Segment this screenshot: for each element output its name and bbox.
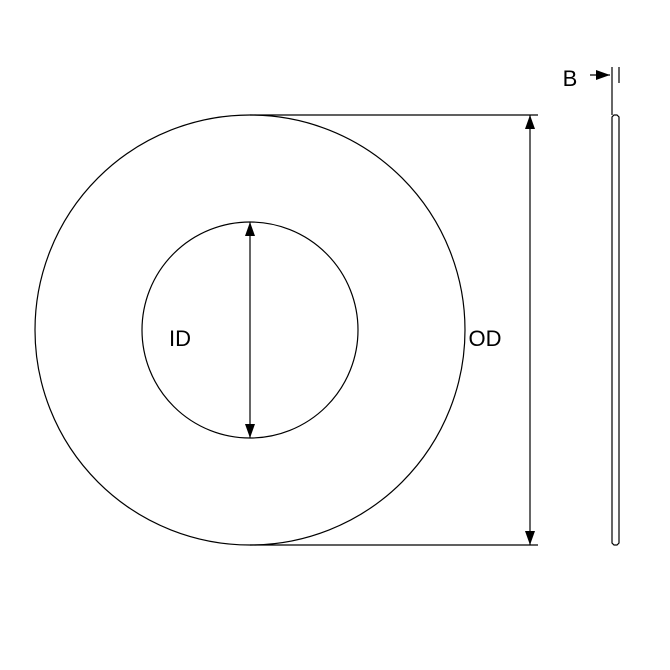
od-label: OD xyxy=(469,326,502,351)
washer-technical-drawing: ID OD B xyxy=(0,0,670,670)
b-label: B xyxy=(563,66,578,91)
side-view-profile xyxy=(612,115,619,545)
id-label: ID xyxy=(169,326,191,351)
